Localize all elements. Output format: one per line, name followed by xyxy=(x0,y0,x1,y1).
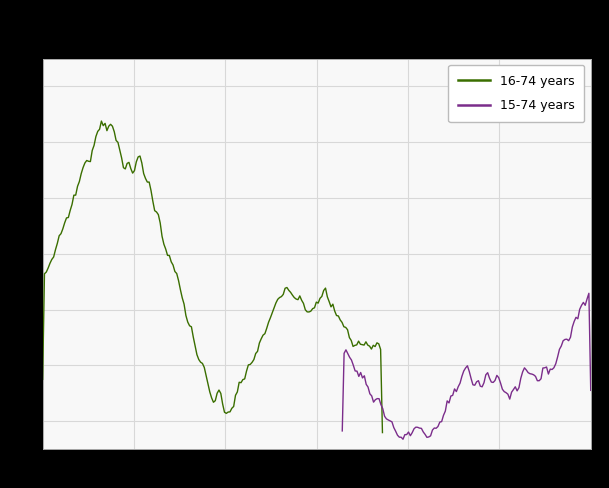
Legend: 16-74 years, 15-74 years: 16-74 years, 15-74 years xyxy=(448,65,585,122)
